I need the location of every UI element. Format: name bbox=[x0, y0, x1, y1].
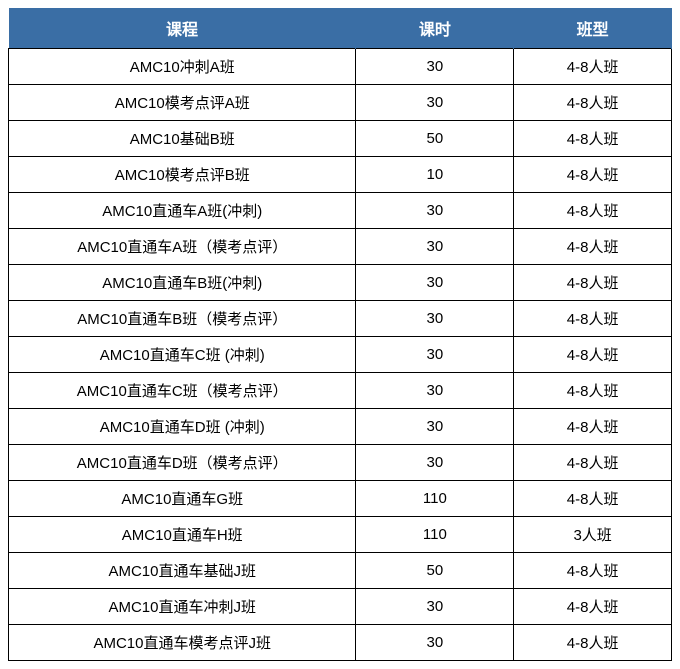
table-cell: AMC10直通车A班(冲刺) bbox=[9, 193, 356, 229]
table-cell: 4-8人班 bbox=[514, 229, 672, 265]
table-cell: 4-8人班 bbox=[514, 553, 672, 589]
table-cell: AMC10直通车基础J班 bbox=[9, 553, 356, 589]
table-cell: AMC10直通车C班 (冲刺) bbox=[9, 337, 356, 373]
table-row: AMC10基础B班504-8人班 bbox=[9, 121, 672, 157]
table-cell: 4-8人班 bbox=[514, 625, 672, 661]
table-cell: 30 bbox=[356, 265, 514, 301]
table-row: AMC10直通车B班(冲刺)304-8人班 bbox=[9, 265, 672, 301]
table-cell: 4-8人班 bbox=[514, 481, 672, 517]
table-row: AMC10直通车A班(冲刺)304-8人班 bbox=[9, 193, 672, 229]
table-cell: AMC10直通车H班 bbox=[9, 517, 356, 553]
table-cell: 50 bbox=[356, 553, 514, 589]
table-cell: 30 bbox=[356, 445, 514, 481]
table-cell: AMC10直通车C班（模考点评） bbox=[9, 373, 356, 409]
table-cell: 4-8人班 bbox=[514, 445, 672, 481]
table-cell: 30 bbox=[356, 49, 514, 85]
table-cell: 30 bbox=[356, 229, 514, 265]
table-cell: AMC10基础B班 bbox=[9, 121, 356, 157]
table-cell: AMC10直通车B班（模考点评） bbox=[9, 301, 356, 337]
table-cell: AMC10直通车模考点评J班 bbox=[9, 625, 356, 661]
table-row: AMC10直通车G班1104-8人班 bbox=[9, 481, 672, 517]
table-cell: 4-8人班 bbox=[514, 121, 672, 157]
table-row: AMC10直通车H班1103人班 bbox=[9, 517, 672, 553]
table-cell: 10 bbox=[356, 157, 514, 193]
table-cell: 4-8人班 bbox=[514, 409, 672, 445]
table-cell: 4-8人班 bbox=[514, 193, 672, 229]
table-row: AMC10直通车基础J班504-8人班 bbox=[9, 553, 672, 589]
table-row: AMC10直通车D班（模考点评）304-8人班 bbox=[9, 445, 672, 481]
table-cell: 30 bbox=[356, 625, 514, 661]
table-cell: 30 bbox=[356, 193, 514, 229]
header-row: 课程 课时 班型 bbox=[9, 8, 672, 49]
table-row: AMC10直通车B班（模考点评）304-8人班 bbox=[9, 301, 672, 337]
table-cell: AMC10模考点评A班 bbox=[9, 85, 356, 121]
table-body: AMC10冲刺A班304-8人班AMC10模考点评A班304-8人班AMC10基… bbox=[9, 49, 672, 661]
course-table: 课程 课时 班型 AMC10冲刺A班304-8人班AMC10模考点评A班304-… bbox=[8, 8, 672, 661]
table-cell: 3人班 bbox=[514, 517, 672, 553]
table-cell: 4-8人班 bbox=[514, 265, 672, 301]
table-cell: 4-8人班 bbox=[514, 337, 672, 373]
table-cell: 4-8人班 bbox=[514, 373, 672, 409]
table-row: AMC10模考点评A班304-8人班 bbox=[9, 85, 672, 121]
table-cell: AMC10直通车G班 bbox=[9, 481, 356, 517]
table-cell: AMC10直通车B班(冲刺) bbox=[9, 265, 356, 301]
table-row: AMC10模考点评B班104-8人班 bbox=[9, 157, 672, 193]
table-cell: 4-8人班 bbox=[514, 589, 672, 625]
table-row: AMC10直通车D班 (冲刺)304-8人班 bbox=[9, 409, 672, 445]
table-cell: 4-8人班 bbox=[514, 157, 672, 193]
table-cell: 30 bbox=[356, 85, 514, 121]
table-cell: AMC10直通车冲刺J班 bbox=[9, 589, 356, 625]
table-cell: 4-8人班 bbox=[514, 49, 672, 85]
table-row: AMC10冲刺A班304-8人班 bbox=[9, 49, 672, 85]
table-cell: AMC10直通车A班（模考点评） bbox=[9, 229, 356, 265]
table-cell: 4-8人班 bbox=[514, 85, 672, 121]
table-row: AMC10直通车冲刺J班304-8人班 bbox=[9, 589, 672, 625]
table-cell: 110 bbox=[356, 517, 514, 553]
table-cell: AMC10冲刺A班 bbox=[9, 49, 356, 85]
table-cell: 30 bbox=[356, 409, 514, 445]
table-cell: AMC10直通车D班 (冲刺) bbox=[9, 409, 356, 445]
table-row: AMC10直通车C班 (冲刺)304-8人班 bbox=[9, 337, 672, 373]
header-course: 课程 bbox=[9, 8, 356, 49]
header-hours: 课时 bbox=[356, 8, 514, 49]
table-cell: AMC10模考点评B班 bbox=[9, 157, 356, 193]
table-cell: 30 bbox=[356, 373, 514, 409]
table-cell: 30 bbox=[356, 337, 514, 373]
table-row: AMC10直通车A班（模考点评）304-8人班 bbox=[9, 229, 672, 265]
table-cell: 4-8人班 bbox=[514, 301, 672, 337]
table-cell: 30 bbox=[356, 301, 514, 337]
table-cell: 30 bbox=[356, 589, 514, 625]
table-cell: AMC10直通车D班（模考点评） bbox=[9, 445, 356, 481]
table-cell: 110 bbox=[356, 481, 514, 517]
header-classtype: 班型 bbox=[514, 8, 672, 49]
table-header: 课程 课时 班型 bbox=[9, 8, 672, 49]
table-row: AMC10直通车模考点评J班304-8人班 bbox=[9, 625, 672, 661]
table-row: AMC10直通车C班（模考点评）304-8人班 bbox=[9, 373, 672, 409]
table-cell: 50 bbox=[356, 121, 514, 157]
